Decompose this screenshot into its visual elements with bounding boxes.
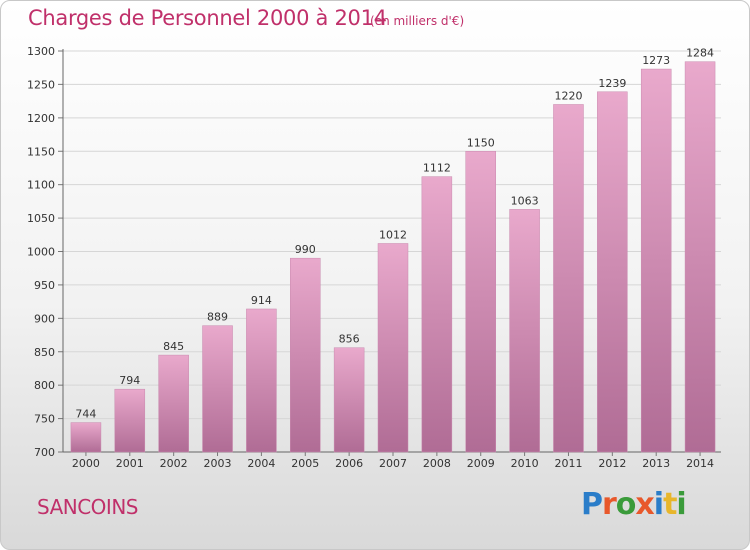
x-tick-label: 2012 — [598, 457, 626, 470]
bar-2011[interactable] — [553, 104, 584, 453]
y-tick-label: 1050 — [27, 212, 55, 225]
bar-value-label: 1284 — [686, 47, 714, 60]
logo-letter: r — [602, 487, 617, 522]
y-tick-label: 800 — [34, 379, 55, 392]
city-name: SANCOINS — [37, 495, 138, 519]
y-tick-label: 950 — [34, 279, 55, 292]
bar-value-label: 1150 — [467, 136, 495, 149]
bar-2014[interactable] — [684, 61, 716, 453]
bar-value-label: 1239 — [598, 77, 626, 90]
bar-2005[interactable] — [290, 257, 321, 453]
x-tick-label: 2010 — [511, 457, 539, 470]
y-tick-label: 750 — [34, 413, 55, 426]
bar-value-label: 1063 — [511, 194, 539, 207]
bar-2013[interactable] — [640, 68, 672, 453]
bar-2002[interactable] — [158, 354, 189, 453]
y-tick-label: 850 — [34, 346, 55, 359]
chart-title: Charges de Personnel 2000 à 2014 — [28, 6, 387, 30]
labels: 700 750 800 850 900 950 1000 1050 1100 1150 1200 12… — [27, 45, 714, 470]
x-tick-label: 2011 — [554, 457, 582, 470]
logo-letter: i — [653, 487, 664, 522]
bar-value-label: 1220 — [554, 89, 582, 102]
bar-2000[interactable] — [70, 422, 102, 453]
bar-2010[interactable] — [509, 209, 540, 453]
y-tick-label: 1200 — [27, 112, 55, 125]
logo-letter: t — [663, 487, 677, 522]
bar-2004[interactable] — [246, 308, 277, 453]
logo-letter: P — [581, 487, 603, 522]
logo-letter: i — [676, 487, 686, 522]
bar-value-label: 1112 — [423, 162, 451, 175]
chart-subtitle: (en milliers d'€) — [370, 14, 465, 28]
bar-value-label: 1012 — [379, 228, 407, 241]
x-tick-label: 2008 — [423, 457, 451, 470]
bar-value-label: 1273 — [642, 54, 670, 67]
x-tick-label: 2001 — [116, 457, 144, 470]
proxiti-logo[interactable]: Proxiti — [581, 487, 687, 522]
x-tick-label: 2003 — [204, 457, 232, 470]
x-tick-label: 2005 — [291, 457, 319, 470]
bar-2006[interactable] — [333, 347, 365, 453]
x-tick-label: 2002 — [160, 457, 188, 470]
x-tick-label: 2006 — [335, 457, 363, 470]
x-tick-label: 2014 — [686, 457, 714, 470]
x-tick-label: 2009 — [467, 457, 495, 470]
bar-2003[interactable] — [202, 325, 233, 453]
bar-value-label: 845 — [163, 340, 184, 353]
x-tick-label: 2013 — [642, 457, 670, 470]
y-tick-label: 1150 — [27, 145, 55, 158]
bar-2007[interactable] — [377, 243, 409, 453]
bar-value-label: 889 — [207, 311, 228, 324]
bar-value-label: 990 — [295, 243, 316, 256]
bar-2012[interactable] — [597, 91, 628, 453]
bar-value-label: 744 — [75, 408, 96, 421]
y-tick-label: 1000 — [27, 246, 55, 259]
bar-value-label: 856 — [339, 333, 360, 346]
logo-letter: o — [615, 487, 637, 522]
bar-2009[interactable] — [465, 151, 496, 453]
logo-letter: x — [635, 487, 654, 522]
y-tick-label: 700 — [34, 446, 55, 459]
bars — [70, 61, 716, 453]
y-tick-label: 900 — [34, 312, 55, 325]
bar-2008[interactable] — [421, 176, 453, 453]
bar-value-label: 914 — [251, 294, 272, 307]
x-tick-label: 2007 — [379, 457, 407, 470]
x-tick-label: 2004 — [247, 457, 275, 470]
y-tick-label: 1300 — [27, 45, 55, 58]
x-tick-label: 2000 — [72, 457, 100, 470]
bar-value-label: 794 — [119, 374, 140, 387]
y-tick-label: 1250 — [27, 78, 55, 91]
y-tick-label: 1100 — [27, 179, 55, 192]
bar-2001[interactable] — [114, 388, 146, 453]
